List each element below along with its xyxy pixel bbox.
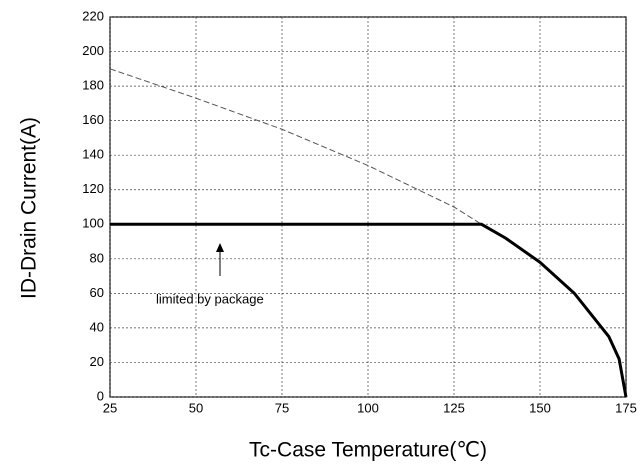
y-axis-title: ID-Drain Current(A) [18,117,41,299]
y-tick-label: 180 [82,78,104,93]
x-tick-label: 175 [615,400,637,415]
series-line [110,222,628,398]
x-tick-label: 50 [189,400,203,415]
y-tick-label: 200 [82,43,104,58]
x-tick-label: 125 [443,400,465,415]
x-axis-title: Tc-Case Temperature(℃) [249,439,487,462]
annotation: limited by package [156,291,264,306]
x-tick-label: 75 [275,400,289,415]
y-tick-label: 120 [82,181,104,196]
x-tick-label: 150 [529,400,551,415]
y-tick-label: 0 [97,388,104,403]
y-tick-label: 80 [90,250,104,265]
y-tick-label: 140 [82,147,104,162]
y-tick-label: 100 [82,216,104,231]
y-tick-label: 60 [90,285,104,300]
y-tick-label: 40 [90,319,104,334]
x-tick-label: 25 [103,400,117,415]
y-tick-label: 160 [82,112,104,127]
series-line [109,68,482,225]
x-tick-label: 100 [357,400,379,415]
arrow-head [216,243,224,252]
y-tick-label: 20 [90,354,104,369]
y-tick-label: 220 [82,8,104,23]
